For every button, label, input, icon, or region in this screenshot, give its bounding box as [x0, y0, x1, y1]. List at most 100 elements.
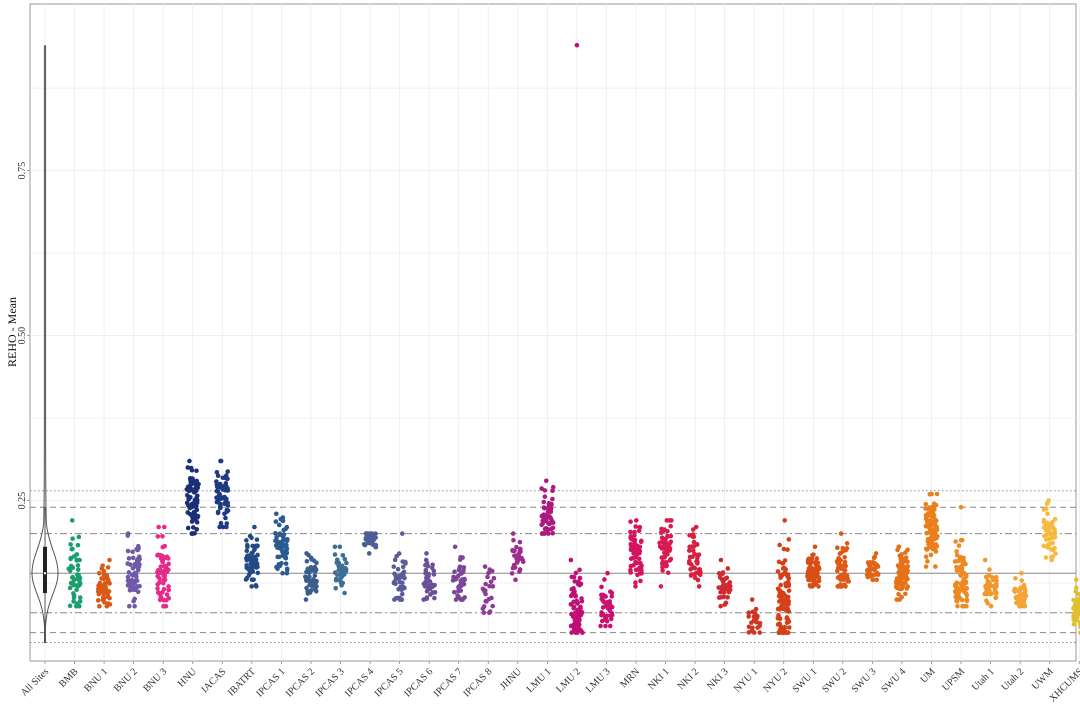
data-point — [925, 559, 930, 564]
data-point — [725, 566, 731, 571]
x-tick-label: NKI 2 — [676, 666, 702, 692]
data-point — [690, 527, 696, 532]
data-point — [457, 564, 463, 570]
data-point — [899, 552, 904, 557]
data-point — [520, 559, 526, 565]
x-tick-label: NKI 1 — [646, 666, 672, 692]
data-point — [636, 556, 642, 562]
data-point — [332, 544, 338, 550]
data-point — [309, 567, 314, 573]
data-point — [100, 597, 106, 603]
data-point — [393, 573, 399, 579]
data-point — [662, 527, 667, 532]
data-point — [1073, 577, 1079, 583]
data-point — [217, 524, 222, 530]
data-point — [166, 567, 171, 573]
data-point — [126, 603, 132, 609]
data-point — [338, 580, 344, 585]
data-point — [753, 606, 759, 612]
data-point — [550, 520, 556, 525]
point-group-lmu-2 — [568, 42, 585, 635]
data-point — [155, 552, 161, 558]
data-point — [250, 569, 255, 575]
data-point — [633, 544, 638, 550]
data-point — [278, 516, 284, 522]
data-point — [164, 554, 170, 560]
data-point — [568, 557, 574, 563]
data-point-outlier — [958, 504, 964, 510]
data-point — [837, 551, 843, 556]
x-tick-label: Utah 2 — [999, 666, 1026, 693]
data-point — [934, 491, 940, 497]
data-point — [838, 531, 844, 536]
data-point — [314, 560, 319, 566]
point-group-utah-1 — [982, 557, 999, 609]
data-point — [903, 564, 908, 570]
data-point — [959, 565, 965, 570]
data-point — [1022, 587, 1028, 592]
data-point — [814, 556, 820, 561]
data-point — [133, 571, 139, 577]
data-point — [541, 499, 547, 505]
data-point — [155, 590, 161, 595]
data-point — [873, 561, 879, 567]
data-point — [424, 595, 430, 600]
data-point — [1013, 576, 1018, 581]
data-point — [461, 568, 466, 573]
data-point — [637, 544, 643, 550]
data-point — [903, 580, 908, 586]
data-point — [1019, 578, 1025, 583]
data-point — [342, 590, 347, 596]
data-point — [632, 529, 637, 535]
data-point — [662, 554, 667, 560]
data-point — [393, 595, 399, 601]
data-point — [632, 533, 637, 538]
data-point — [992, 587, 998, 593]
data-point — [215, 495, 221, 500]
point-group-swu-4 — [893, 544, 911, 602]
data-point — [249, 550, 255, 556]
data-point — [598, 623, 603, 629]
point-group-bnu-1 — [95, 557, 113, 609]
data-point — [277, 531, 283, 536]
data-point — [542, 494, 548, 499]
data-point — [337, 544, 343, 550]
data-point — [166, 595, 172, 601]
data-point — [786, 576, 792, 581]
data-point — [806, 556, 812, 562]
point-group-ipcas-1 — [273, 511, 290, 576]
data-point — [69, 518, 75, 523]
data-point — [333, 585, 339, 591]
data-point — [785, 598, 790, 604]
data-point — [577, 582, 583, 588]
data-point — [785, 594, 791, 600]
x-tick-label: UPSM — [940, 666, 967, 693]
data-point — [314, 578, 319, 584]
data-point — [1019, 570, 1024, 576]
x-tick-label: BMB — [57, 666, 81, 690]
data-point — [368, 535, 373, 540]
data-point — [599, 584, 604, 590]
data-point — [985, 578, 991, 584]
data-point — [835, 545, 840, 551]
data-point — [188, 512, 194, 517]
data-point — [247, 533, 253, 539]
data-point — [431, 572, 437, 577]
data-point — [391, 564, 397, 569]
data-point — [691, 565, 696, 570]
data-point — [724, 586, 729, 592]
data-point — [67, 603, 73, 609]
data-point — [367, 540, 372, 546]
data-point — [283, 555, 289, 560]
data-point — [573, 620, 579, 625]
data-point — [665, 533, 670, 539]
x-tick-label: IPCAS 7 — [432, 666, 465, 699]
data-point — [339, 568, 345, 573]
x-tick-label: IPCAS 5 — [373, 666, 406, 699]
data-point — [690, 548, 696, 554]
data-point — [628, 529, 633, 535]
data-point — [894, 597, 899, 602]
y-axis-title: REHO - Mean — [5, 297, 19, 367]
data-point — [781, 600, 786, 606]
data-point — [76, 534, 82, 540]
